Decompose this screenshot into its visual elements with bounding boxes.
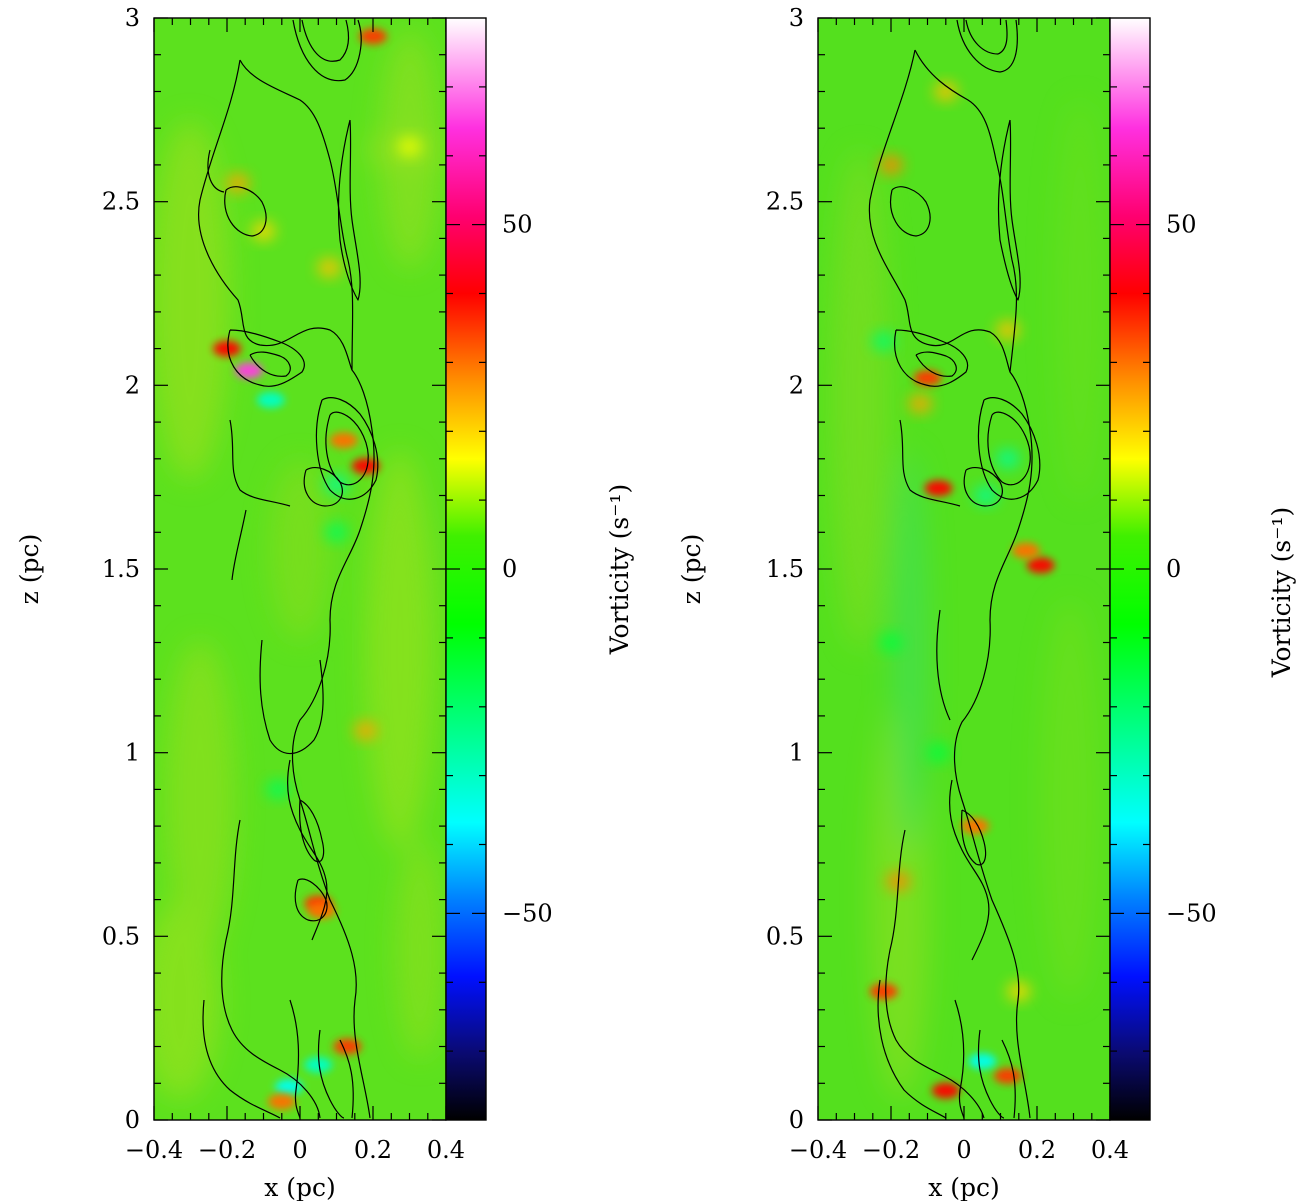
z-tick-label: 0.5: [102, 922, 140, 950]
z-tick-label: 1: [125, 739, 140, 767]
vorticity-hotspot-right-14: [871, 331, 896, 352]
colorbar-tick-label: 0: [502, 555, 517, 583]
vorticity-hotspot-right-13: [995, 448, 1020, 469]
colorbar-label-right: Vorticity (s⁻¹): [1267, 507, 1296, 678]
panel-right: −0.4 −0.2 0 0.2 0.4 0 0.5 1 1.5 2 2.5 3 x (pc) z (p…: [677, 4, 1296, 1201]
x-tick-label: −0.4: [125, 1136, 183, 1164]
colorbar-tick-label: 50: [502, 211, 533, 239]
vorticity-hotspot-left-7: [304, 1056, 333, 1073]
vorticity-hotspot-left-17: [324, 522, 349, 543]
vorticity-hotspot-right-17: [926, 742, 951, 763]
vorticity-hotspot-right-7: [961, 818, 989, 835]
vorticity-hotspot-right-16: [879, 632, 903, 653]
vorticity-hotspot-right-5: [993, 1067, 1022, 1084]
vorticity-hotspot-left-16: [251, 221, 276, 242]
vorticity-hotspot-left-11: [267, 1093, 296, 1110]
ticks-right: [817, 17, 1111, 1121]
vorticity-hotspot-left-1: [213, 340, 241, 357]
vorticity-hotspot-left-18: [266, 779, 291, 800]
colorbar-tick-label: 0: [1166, 555, 1181, 583]
vorticity-hotspot-left-14: [353, 720, 378, 741]
z-tick-label: 3: [789, 4, 804, 32]
vorticity-map-left: [154, 18, 446, 1120]
vorticity-hotspot-left-19: [397, 136, 422, 157]
z-tick-label: 2.5: [766, 188, 804, 216]
vorticity-hotspot-left-12: [329, 432, 358, 449]
colorbar-label-left: Vorticity (s⁻¹): [605, 484, 634, 655]
vorticity-map-right: [818, 18, 1110, 1120]
vorticity-hotspot-left-13: [225, 173, 250, 194]
density-contours-right: [868, 19, 1041, 1119]
z-tick-label: 1: [789, 739, 804, 767]
colorbar-ticks-left: −50 0 50: [446, 86, 553, 1052]
z-tick-label: 2: [789, 371, 804, 399]
colorbar-tick-label: −50: [1166, 899, 1217, 927]
panel-left: −0.4 −0.2 0 0.2 0.4 0 0.5 1 1.5 2 2.5 3 x (pc) z (p…: [15, 4, 634, 1201]
vorticity-hotspot-right-6: [968, 1053, 997, 1070]
z-tick-label: 0: [789, 1106, 804, 1134]
x-tick-label: −0.2: [198, 1136, 256, 1164]
colorbar-ticks-right: −50 0 50: [1110, 86, 1217, 1052]
x-tick-label: 0.2: [1018, 1136, 1056, 1164]
x-tick-label: 0: [956, 1136, 971, 1164]
tick-labels-left: −0.4 −0.2 0 0.2 0.4 0 0.5 1 1.5 2 2.5 3: [102, 4, 465, 1164]
vorticity-hotspot-right-15: [973, 485, 998, 506]
x-tick-label: −0.4: [789, 1136, 847, 1164]
ticks-left: [153, 17, 447, 1121]
vorticity-hotspot-right-12: [995, 320, 1020, 341]
vorticity-hotspot-left-6: [275, 1078, 303, 1095]
vorticity-hotspot-right-0: [913, 370, 942, 386]
z-tick-label: 2.5: [102, 188, 140, 216]
vorticity-hotspot-right-2: [1026, 557, 1055, 574]
vorticity-hotspot-right-18: [908, 393, 933, 414]
vorticity-hotspot-left-8: [256, 392, 285, 408]
z-tick-label: 0: [125, 1106, 140, 1134]
vorticity-hotspot-right-10: [879, 154, 903, 175]
z-tick-label: 1.5: [766, 555, 804, 583]
vorticity-hotspot-left-15: [317, 257, 342, 278]
tick-labels-right: −0.4 −0.2 0 0.2 0.4 0 0.5 1 1.5 2 2.5 3: [766, 4, 1129, 1164]
colorbar-tick-label: 50: [1166, 211, 1197, 239]
x-tick-label: −0.2: [862, 1136, 920, 1164]
vorticity-hotspot-right-8: [869, 983, 898, 1000]
z-tick-label: 3: [125, 4, 140, 32]
colorbar-tick-label: −50: [502, 899, 553, 927]
x-axis-label-left: x (pc): [264, 1173, 336, 1201]
vorticity-hotspot-right-1: [924, 480, 953, 497]
vorticity-hotspot-right-3: [1012, 542, 1040, 559]
hotspots-right: [869, 81, 1055, 1099]
vorticity-hotspot-right-11: [933, 81, 958, 102]
x-tick-label: 0.2: [354, 1136, 392, 1164]
x-tick-label: 0.4: [1091, 1136, 1129, 1164]
x-tick-label: 0: [292, 1136, 307, 1164]
vorticity-hotspot-left-4: [307, 902, 336, 919]
z-tick-label: 0.5: [766, 922, 804, 950]
vorticity-hotspot-left-5: [333, 1038, 362, 1055]
vorticity-hotspot-left-10: [359, 28, 387, 45]
density-contours-left: [198, 19, 379, 1119]
z-tick-label: 2: [125, 371, 140, 399]
z-tick-label: 1.5: [102, 555, 140, 583]
vorticity-hotspot-left-2: [351, 458, 380, 475]
vorticity-hotspot-left-0: [234, 362, 263, 379]
x-tick-label: 0.4: [427, 1136, 465, 1164]
y-axis-label-right: z (pc): [677, 534, 706, 605]
y-axis-label-left: z (pc): [15, 534, 44, 605]
vorticity-hotspot-right-4: [931, 1082, 960, 1099]
x-axis-label-right: x (pc): [928, 1173, 1000, 1201]
